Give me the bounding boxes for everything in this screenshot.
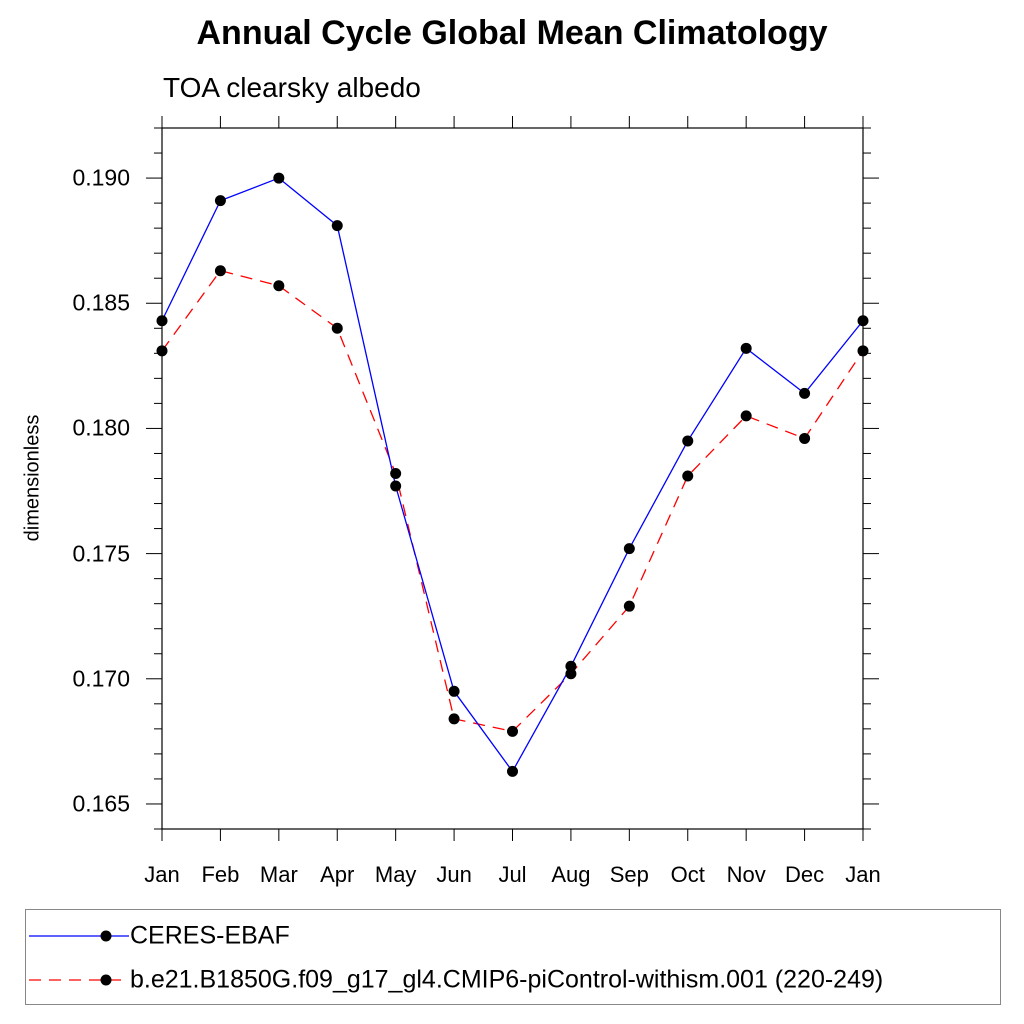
x-tick-label: Jul — [498, 862, 527, 887]
x-tick-label: Sep — [609, 862, 649, 887]
legend-item-model: b.e21.B1850G.f09_g17_gl4.CMIP6-piControl… — [26, 960, 1000, 1000]
x-tick-label: Oct — [670, 862, 705, 887]
data-point-model — [623, 600, 635, 612]
x-tick-label: Jan — [144, 862, 180, 887]
data-point-model — [390, 467, 402, 479]
data-point-ceres — [799, 387, 811, 399]
series-line-model — [161, 269, 864, 733]
chart-subtitle: TOA clearsky albedo — [163, 72, 421, 103]
x-tick-label: Feb — [201, 862, 240, 887]
data-point-model — [331, 322, 343, 334]
legend-label-ceres: CERES-EBAF — [130, 921, 290, 950]
data-point-ceres — [448, 685, 460, 697]
data-point-model — [448, 713, 460, 725]
legend-marker-model — [29, 974, 129, 986]
legend: CERES-EBAF b.e21.B1850G.f09_g17_gl4.CMIP… — [25, 909, 1001, 1005]
data-point-ceres — [507, 765, 518, 777]
legend-item-ceres: CERES-EBAF — [26, 916, 1000, 956]
series-line-ceres — [161, 177, 864, 773]
x-tick-label: Nov — [726, 862, 766, 887]
data-point-ceres — [857, 315, 869, 327]
data-point-ceres — [214, 195, 226, 207]
data-point-model — [214, 265, 226, 277]
x-tick-label: Apr — [320, 862, 355, 887]
data-point-model — [507, 725, 518, 737]
data-point-model — [857, 345, 869, 357]
data-point-ceres — [390, 480, 402, 492]
data-point-ceres — [682, 435, 694, 447]
data-point-ceres — [331, 220, 343, 232]
y-tick-label: 0.165 — [72, 790, 130, 817]
data-point-model — [273, 280, 285, 292]
y-tick-label: 0.175 — [72, 540, 130, 567]
y-tick-label: 0.180 — [72, 414, 130, 441]
y-tick-label: 0.190 — [72, 164, 130, 191]
data-point-ceres — [273, 172, 285, 184]
x-tick-label: Jun — [436, 862, 472, 887]
y-tick-label: 0.185 — [72, 289, 130, 316]
legend-label-model: b.e21.B1850G.f09_g17_gl4.CMIP6-piControl… — [130, 965, 884, 994]
x-tick-label: Dec — [785, 862, 825, 887]
chart-title: Annual Cycle Global Mean Climatology — [196, 14, 828, 52]
data-point-ceres — [623, 543, 635, 555]
x-tick-label: Mar — [259, 862, 298, 887]
y-tick-label: 0.170 — [72, 665, 130, 692]
data-point-model — [156, 345, 168, 357]
data-point-ceres — [565, 660, 577, 672]
data-point-ceres — [156, 315, 168, 327]
data-point-ceres — [740, 342, 752, 354]
plot-frame — [161, 127, 864, 830]
x-tick-label: May — [374, 862, 417, 887]
data-point-model — [682, 470, 694, 482]
x-tick-label: Jan — [845, 862, 881, 887]
data-point-model — [799, 432, 811, 444]
data-point-model — [740, 410, 752, 422]
legend-marker-ceres — [29, 930, 129, 942]
x-tick-label: Aug — [551, 862, 591, 887]
